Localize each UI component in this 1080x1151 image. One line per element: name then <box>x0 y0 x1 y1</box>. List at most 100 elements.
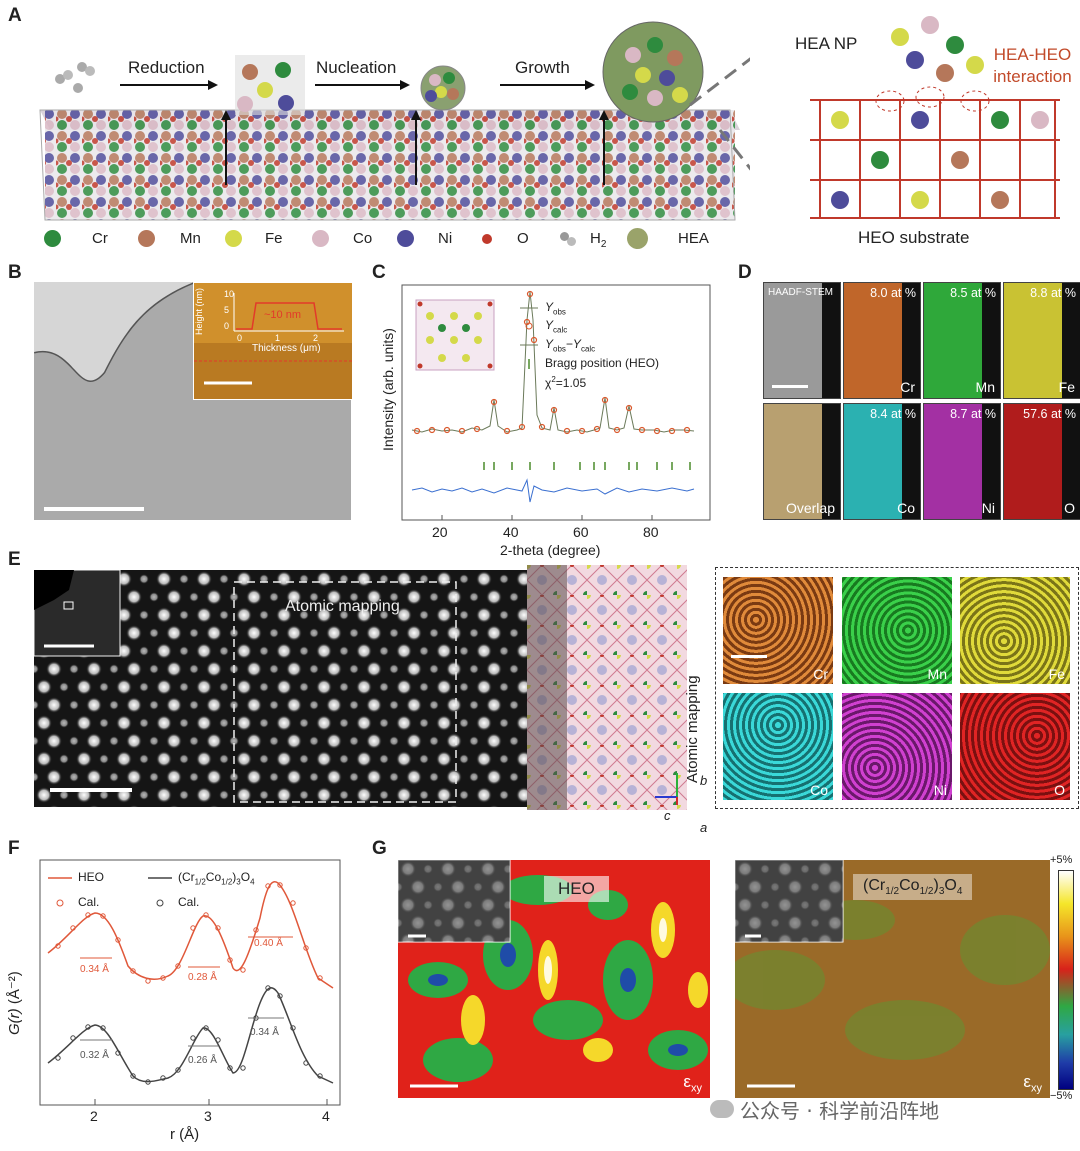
eds-tile-o: 57.6 at % O <box>1003 403 1080 520</box>
map-co-label: Co <box>810 782 828 798</box>
legend-o: O <box>517 230 529 247</box>
eds-tile-fe: 8.8 at % Fe <box>1003 282 1080 399</box>
xrd-legend-ycalc: Ycalc <box>545 318 568 335</box>
pdf-xlabel: r (Å) <box>170 1126 200 1143</box>
step-nucleation: Nucleation <box>316 58 397 77</box>
eds-mn-pct: 8.5 at % <box>950 286 996 300</box>
pdf-annot-bottom-3: 0.34 Å <box>250 1027 279 1038</box>
xrd-xtick-20: 20 <box>432 524 448 540</box>
panel-label-e: E <box>8 549 21 570</box>
map-co: Co <box>723 693 833 800</box>
axis-c-label: c <box>664 808 671 823</box>
panel-label-a: A <box>8 5 22 26</box>
afm-ytick-0: 0 <box>224 321 230 331</box>
step-growth: Growth <box>515 58 570 77</box>
afm-xtick-0: 0 <box>237 333 243 343</box>
eds-ni-label: Ni <box>981 500 995 516</box>
eds-tile-mn: 8.5 at % Mn <box>923 282 1001 399</box>
map-o-label: O <box>1054 782 1065 798</box>
eds-fe-pct: 8.8 at % <box>1030 286 1076 300</box>
hea-np-label: HEA NP <box>795 34 858 53</box>
eds-fe-label: Fe <box>1058 379 1075 395</box>
eds-tiles: HAADF-STEM 8.0 at % Cr 8.5 at % Mn 8.8 a… <box>763 282 1080 522</box>
crystal-model <box>527 565 687 810</box>
map-fe: Fe <box>960 577 1070 684</box>
colorbar-top-label: +5% <box>1050 854 1073 866</box>
legend-dot-hea <box>627 228 648 249</box>
strain-component-right: εxy <box>1023 1071 1042 1094</box>
pdf-xtick-3: 3 <box>204 1108 212 1124</box>
panel-label-b: B <box>8 262 22 283</box>
heo-slab-illustration <box>39 21 777 221</box>
panel-a-schematic <box>30 20 777 230</box>
panel-label-g: G <box>372 838 387 859</box>
pdf-xtick-4: 4 <box>322 1108 330 1124</box>
afm-xlabel: Thickness (μm) <box>252 343 321 354</box>
pdf-annot-top-3: 0.40 Å <box>254 938 283 949</box>
strain-component-left: εxy <box>683 1071 702 1094</box>
step-reduction: Reduction <box>128 58 205 77</box>
wechat-icon <box>710 1100 734 1118</box>
eds-overlap-label: Overlap <box>785 500 835 516</box>
eds-co-pct: 8.4 at % <box>870 407 916 421</box>
interaction-label: HEA-HEO interaction <box>993 45 1072 86</box>
xrd-plot <box>401 284 711 521</box>
pdf-annot-top-1: 0.34 Å <box>80 964 109 975</box>
eds-o-label: O <box>1064 500 1075 516</box>
map-ni-label: Ni <box>933 782 947 798</box>
eds-mn-label: Mn <box>975 379 995 395</box>
haadf-atomic-image <box>34 570 539 807</box>
map-ni: Ni <box>842 693 952 800</box>
pdf-annot-bottom-1: 0.32 Å <box>80 1050 109 1061</box>
map-cr-label: Cr <box>813 666 828 682</box>
afm-ylabel: Height (nm) <box>194 287 204 335</box>
eds-tile-ni: 8.7 at % Ni <box>923 403 1001 520</box>
atom-legend: Cr Mn Fe Co Ni O H2 HEA <box>30 228 730 250</box>
pdf-annot-top-2: 0.28 Å <box>188 972 217 983</box>
pdf-ylabel: G(r) (Å⁻²) <box>6 971 23 1035</box>
legend-dot-cr <box>44 230 61 247</box>
atomic-mapping-box: Atomic mapping Cr Mn Fe Co Ni O <box>684 567 1079 809</box>
xrd-xtick-40: 40 <box>503 524 519 540</box>
eds-tile-overlap: Overlap <box>763 403 841 520</box>
legend-fe: Fe <box>265 230 283 247</box>
xrd-legend-yobs: Yobs <box>545 300 566 317</box>
strain-colorbar <box>1058 870 1074 1090</box>
legend-cr: Cr <box>92 230 108 247</box>
map-mn: Mn <box>842 577 952 684</box>
legend-co: Co <box>353 230 373 247</box>
eds-tile-haadf: HAADF-STEM <box>763 282 841 399</box>
afm-annotation: ~10 nm <box>264 309 301 321</box>
pdf-xtick-2: 2 <box>90 1108 98 1124</box>
xrd-legend-bragg: Bragg position (HEO) <box>545 356 660 370</box>
pdf-chart <box>38 858 353 1143</box>
watermark: 公众号 · 科学前沿阵地 <box>710 1094 939 1124</box>
legend-dot-co <box>312 230 329 247</box>
xrd-chi2: χ2=1.05 <box>545 375 587 390</box>
eds-haadf-label: HAADF-STEM <box>768 287 833 298</box>
pdf-legend-cal-heo: Cal. <box>78 895 100 909</box>
afm-ytick-5: 5 <box>224 305 230 315</box>
atomic-mapping-box-label: Atomic mapping <box>285 598 400 615</box>
map-scale-bar <box>731 655 767 658</box>
watermark-text: 公众号 · 科学前沿阵地 <box>740 1098 940 1123</box>
xrd-xlabel: 2-theta (degree) <box>500 542 601 558</box>
strain-label-heo: HEO <box>544 876 609 902</box>
afm-xtick-2: 2 <box>313 333 319 343</box>
eds-cr-pct: 8.0 at % <box>870 286 916 300</box>
substrate-label: HEO substrate <box>858 228 970 247</box>
pdf-annot-bottom-2: 0.26 Å <box>188 1055 217 1066</box>
legend-ni: Ni <box>438 230 453 247</box>
map-mn-label: Mn <box>927 666 947 682</box>
xrd-xtick-80: 80 <box>643 524 659 540</box>
legend-dot-fe <box>225 230 242 247</box>
map-o: O <box>960 693 1070 800</box>
interface-zoom <box>790 5 1080 227</box>
axis-b-label: b <box>700 773 708 788</box>
afm-xtick-1: 1 <box>275 333 281 343</box>
legend-h2: H2 <box>590 230 607 250</box>
pdf-legend-ref: (Cr1/2Co1/2)3O4 <box>178 870 255 887</box>
colorbar-bottom-label: −5% <box>1050 1090 1073 1102</box>
xrd-ylabel: Intensity (arb. units) <box>380 328 396 452</box>
pdf-legend-cal-ref: Cal. <box>178 895 200 909</box>
